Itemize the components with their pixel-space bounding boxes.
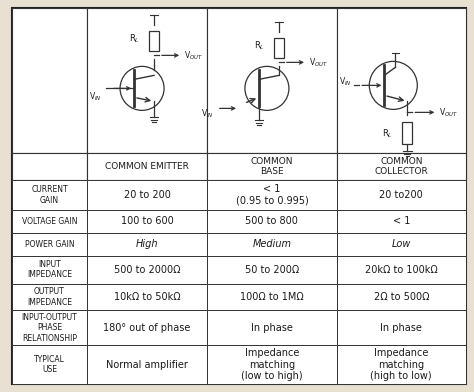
Text: 20 to200: 20 to200: [379, 190, 423, 200]
Bar: [87, 153, 207, 180]
Text: 50 to 200Ω: 50 to 200Ω: [245, 265, 299, 275]
Bar: [149, 31, 159, 51]
Text: V$_{OUT}$: V$_{OUT}$: [184, 49, 203, 62]
Bar: [87, 256, 207, 284]
Text: Low: Low: [392, 240, 411, 249]
Text: R$_L$: R$_L$: [129, 32, 140, 45]
Bar: [87, 180, 207, 210]
Bar: [337, 345, 466, 384]
Text: 500 to 2000Ω: 500 to 2000Ω: [114, 265, 180, 275]
Bar: [12, 256, 87, 284]
Text: COMMON EMITTER: COMMON EMITTER: [105, 162, 189, 171]
Text: In phase: In phase: [380, 323, 422, 333]
Text: In phase: In phase: [251, 323, 293, 333]
Bar: [337, 153, 466, 180]
Bar: [207, 8, 337, 153]
Bar: [12, 210, 87, 233]
Text: 10kΩ to 50kΩ: 10kΩ to 50kΩ: [114, 292, 181, 302]
Bar: [337, 233, 466, 256]
Text: V$_{IN}$: V$_{IN}$: [201, 107, 214, 120]
Bar: [87, 310, 207, 345]
Text: 20kΩ to 100kΩ: 20kΩ to 100kΩ: [365, 265, 438, 275]
Text: V$_{OUT}$: V$_{OUT}$: [309, 56, 328, 69]
Bar: [337, 284, 466, 310]
Bar: [12, 153, 87, 180]
Text: 100Ω to 1MΩ: 100Ω to 1MΩ: [240, 292, 304, 302]
Text: COMMON
COLLECTOR: COMMON COLLECTOR: [374, 157, 428, 176]
Bar: [12, 8, 87, 153]
Bar: [12, 345, 87, 384]
Bar: [337, 256, 466, 284]
Bar: [87, 8, 207, 153]
Bar: [207, 153, 337, 180]
Bar: [207, 180, 337, 210]
Text: Normal amplifier: Normal amplifier: [106, 359, 188, 370]
Bar: [12, 233, 87, 256]
Text: CURRENT
GAIN: CURRENT GAIN: [31, 185, 68, 205]
Bar: [337, 8, 466, 153]
Text: Impedance
matching
(low to high): Impedance matching (low to high): [241, 348, 303, 381]
Bar: [87, 210, 207, 233]
Text: VOLTAGE GAIN: VOLTAGE GAIN: [22, 217, 77, 226]
Bar: [12, 180, 87, 210]
Bar: [402, 122, 412, 144]
Text: 2Ω to 500Ω: 2Ω to 500Ω: [374, 292, 429, 302]
Text: V$_{IN}$: V$_{IN}$: [338, 75, 351, 88]
Text: POWER GAIN: POWER GAIN: [25, 240, 74, 249]
Text: INPUT-OUTPUT
PHASE
RELATIONSHIP: INPUT-OUTPUT PHASE RELATIONSHIP: [22, 313, 77, 343]
Text: COMMON
BASE: COMMON BASE: [251, 157, 293, 176]
Text: INPUT
IMPEDANCE: INPUT IMPEDANCE: [27, 260, 72, 279]
Bar: [87, 284, 207, 310]
Text: V$_{IN}$: V$_{IN}$: [89, 90, 102, 103]
Bar: [274, 38, 284, 58]
Text: Medium: Medium: [253, 240, 292, 249]
Text: R$_L$: R$_L$: [383, 127, 393, 140]
Text: High: High: [136, 240, 158, 249]
Text: 100 to 600: 100 to 600: [121, 216, 173, 227]
Bar: [207, 310, 337, 345]
Bar: [207, 284, 337, 310]
Bar: [87, 233, 207, 256]
Bar: [207, 345, 337, 384]
Text: 500 to 800: 500 to 800: [246, 216, 298, 227]
Bar: [12, 310, 87, 345]
Text: 180° out of phase: 180° out of phase: [103, 323, 191, 333]
Bar: [207, 256, 337, 284]
Bar: [207, 210, 337, 233]
Bar: [337, 180, 466, 210]
Bar: [337, 210, 466, 233]
Text: 20 to 200: 20 to 200: [124, 190, 171, 200]
Bar: [207, 233, 337, 256]
Text: Impedance
matching
(high to low): Impedance matching (high to low): [371, 348, 432, 381]
Text: < 1
(0.95 to 0.995): < 1 (0.95 to 0.995): [236, 184, 308, 206]
Bar: [12, 284, 87, 310]
Text: V$_{OUT}$: V$_{OUT}$: [439, 106, 458, 119]
Text: TYPICAL
USE: TYPICAL USE: [34, 355, 65, 374]
Bar: [87, 345, 207, 384]
Bar: [337, 310, 466, 345]
Text: R$_L$: R$_L$: [254, 39, 265, 52]
Text: < 1: < 1: [392, 216, 410, 227]
Text: OUTPUT
IMPEDANCE: OUTPUT IMPEDANCE: [27, 287, 72, 307]
